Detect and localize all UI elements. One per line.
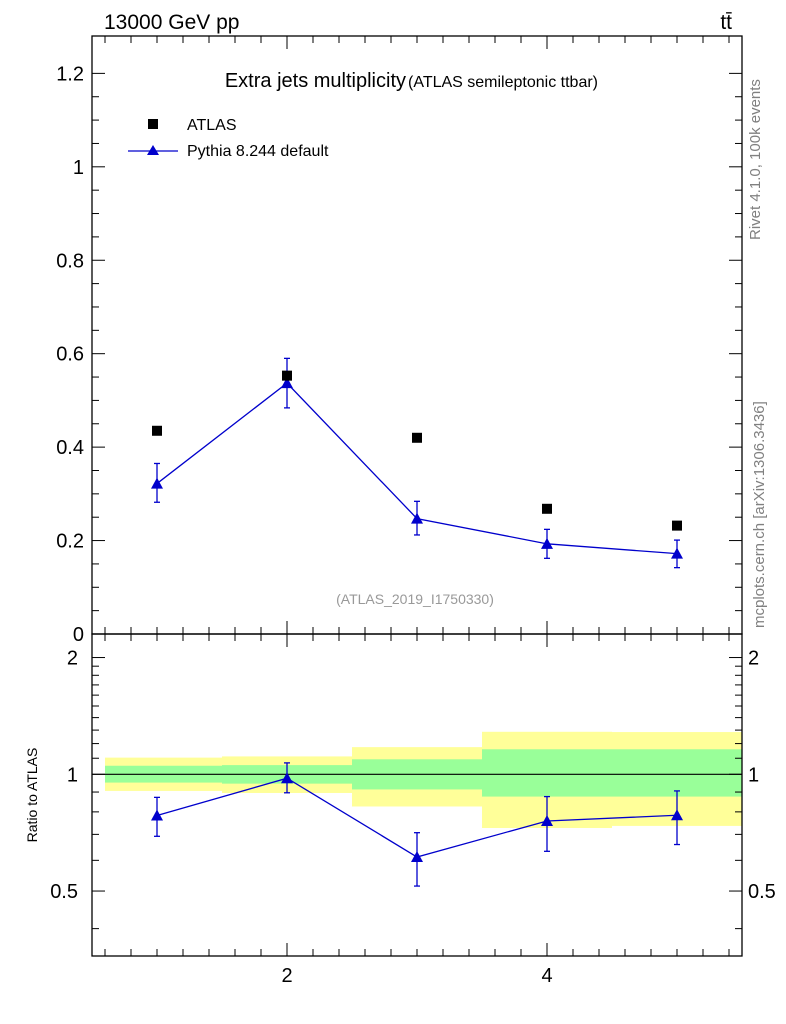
- header-process: tt̄: [720, 11, 732, 34]
- main-ytick-label: 1: [73, 157, 84, 179]
- rivet-label: Rivet 4.1.0, 100k events: [747, 79, 764, 240]
- ratio-band-inner: [612, 749, 742, 797]
- legend-pythia-label: Pythia 8.244 default: [187, 143, 329, 160]
- main-ticks: 0 0.2 0.4 0.6 0.8 1 1.2: [56, 36, 742, 646]
- ratio-xtick-label: 4: [541, 965, 552, 987]
- ratio-point: [541, 814, 553, 826]
- ratio-point: [281, 772, 293, 784]
- main-ytick-label: 0: [73, 624, 84, 646]
- ratio-ytick-label-right: 2: [748, 648, 759, 670]
- legend-atlas-label: ATLAS: [187, 117, 237, 134]
- legend-atlas-marker: [148, 119, 158, 129]
- atlas-point: [282, 370, 292, 381]
- pythia-point: [671, 547, 683, 559]
- analysis-watermark: (ATLAS_2019_I1750330): [336, 591, 494, 607]
- ratio-panel: 0.5 0.5 1 1 2 2 2 4 Ratio to ATLAS: [24, 633, 776, 987]
- atlas-point: [542, 503, 552, 514]
- legend: ATLAS Pythia 8.244 default: [128, 117, 329, 160]
- ratio-ytick-label-right: 1: [748, 764, 759, 786]
- main-ytick-label: 0.2: [56, 531, 84, 553]
- main-ytick-label: 1.2: [56, 63, 84, 85]
- ratio-bands: [92, 731, 742, 828]
- ratio-frame: [91, 633, 743, 957]
- ratio-ytick-label-left: 0.5: [50, 881, 78, 903]
- ratio-point: [411, 850, 423, 862]
- ratio-band-inner: [482, 749, 612, 797]
- ratio-xtick-label: 2: [281, 965, 292, 987]
- pythia-point: [541, 537, 553, 549]
- ratio-ytick-label-left: 2: [67, 648, 78, 670]
- header-energy: 13000 GeV pp: [104, 11, 239, 34]
- ratio-point: [151, 809, 163, 821]
- mcplots-label: mcplots.cern.ch [arXiv:1306.3436]: [751, 401, 768, 628]
- main-panel: 0 0.2 0.4 0.6 0.8 1 1.2 Extra jets multiplicit…: [56, 35, 743, 646]
- ratio-point: [671, 809, 683, 821]
- ratio-marks: [151, 762, 683, 887]
- main-ytick-label: 0.6: [56, 344, 84, 366]
- legend-pythia-marker: [147, 145, 159, 155]
- ratio-ylabel: Ratio to ATLAS: [24, 748, 40, 843]
- main-subtitle: (ATLAS semileptonic ttbar): [408, 74, 598, 91]
- pythia-point: [151, 477, 163, 489]
- main-ytick-label: 0.4: [56, 437, 84, 459]
- atlas-point: [672, 520, 682, 531]
- main-ytick-label: 0.8: [56, 250, 84, 272]
- ratio-ytick-label-right: 0.5: [748, 881, 776, 903]
- pythia-point: [281, 377, 293, 389]
- atlas-point: [152, 425, 162, 436]
- ratio-ticks: 0.5 0.5 1 1 2 2 2 4: [50, 634, 776, 987]
- atlas-point: [412, 432, 422, 443]
- main-marks: [151, 357, 683, 569]
- pythia-point: [411, 512, 423, 524]
- main-title: Extra jets multiplicity: [225, 70, 406, 92]
- ratio-ytick-label-left: 1: [67, 764, 78, 786]
